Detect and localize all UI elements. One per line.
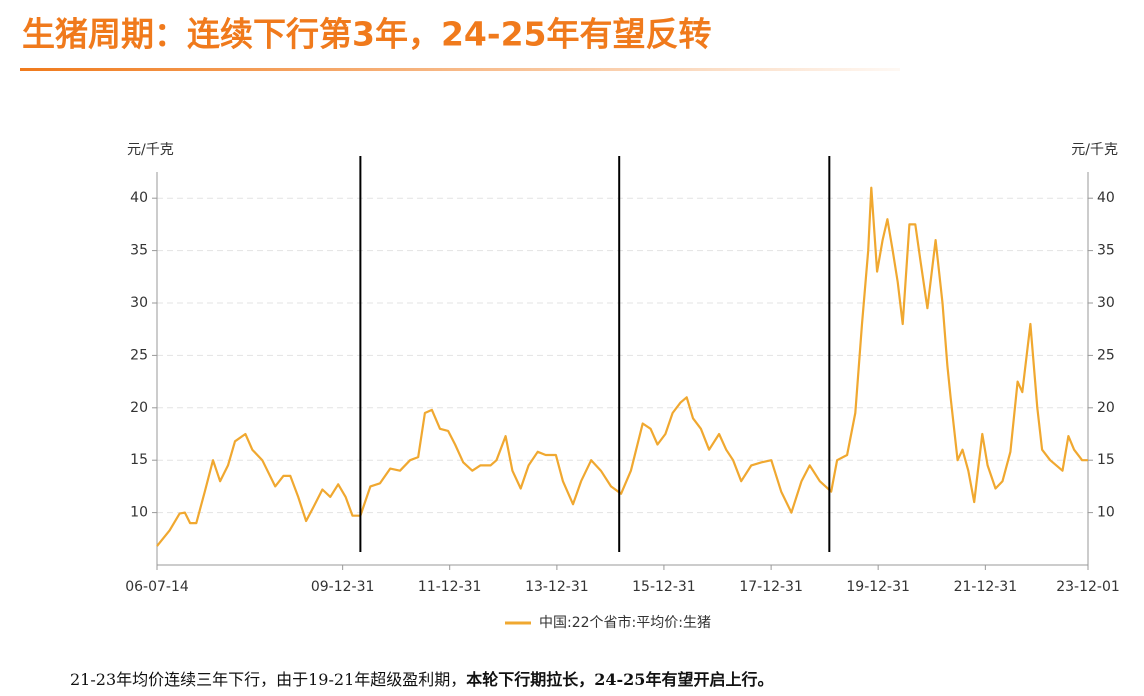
y2-tick-label: 35: [1097, 243, 1115, 259]
y-tick-label: 10: [130, 505, 148, 521]
y-tick-label: 20: [130, 400, 148, 416]
x-tick-label: 09-12-31: [311, 579, 375, 595]
footnote-emphasis: 本轮下行期拉长，24-25年有望开启上行。: [466, 670, 773, 689]
slide-title: 生猪周期：连续下行第3年，24-25年有望反转: [22, 15, 712, 54]
price-line: [156, 186, 1088, 547]
y2-tick-label: 30: [1097, 295, 1115, 311]
y-tick-label: 15: [130, 452, 148, 468]
footnote-text: 21-23年均价连续三年下行，由于19-21年超级盈利期，: [70, 670, 466, 689]
legend-label: 中国:22个省市:平均价:生猪: [539, 614, 711, 631]
title-underline: [20, 68, 900, 71]
x-tick-label: 23-12-01: [1056, 579, 1120, 595]
y2-axis-label: 元/千克: [1071, 142, 1118, 158]
y2-tick-label: 20: [1097, 400, 1115, 416]
y-tick-label: 40: [130, 190, 148, 206]
y2-tick-label: 15: [1097, 452, 1115, 468]
x-tick-label: 11-12-31: [418, 579, 482, 595]
x-tick-label: 15-12-31: [632, 579, 696, 595]
x-tick-label: 06-07-14: [125, 579, 189, 595]
y2-tick-label: 25: [1097, 347, 1115, 363]
y-tick-label: 25: [130, 347, 148, 363]
x-tick-label: 17-12-31: [739, 579, 803, 595]
y2-tick-label: 10: [1097, 505, 1115, 521]
x-tick-label: 19-12-31: [846, 579, 910, 595]
y-axis-label: 元/千克: [127, 142, 174, 158]
y2-tick-label: 40: [1097, 190, 1115, 206]
footnote: 21-23年均价连续三年下行，由于19-21年超级盈利期，本轮下行期拉长，24-…: [70, 670, 773, 689]
y-tick-label: 30: [130, 295, 148, 311]
x-tick-label: 21-12-31: [954, 579, 1018, 595]
x-tick-label: 13-12-31: [525, 579, 589, 595]
y-tick-label: 35: [130, 243, 148, 259]
